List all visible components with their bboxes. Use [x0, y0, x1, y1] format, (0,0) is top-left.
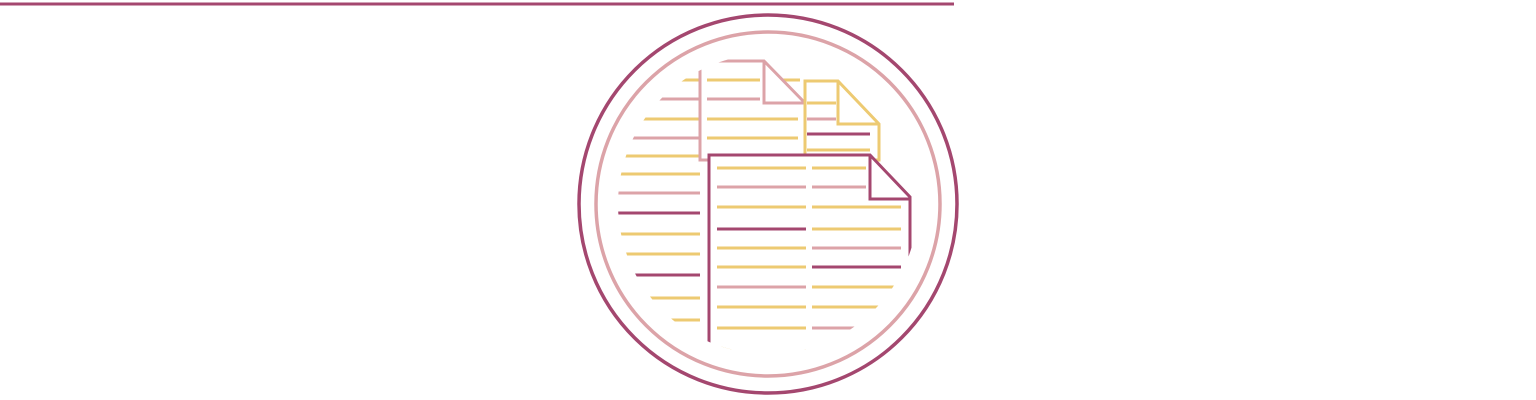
document-front [707, 153, 912, 354]
document-back [698, 59, 807, 162]
document-icon [618, 59, 912, 354]
outer-ring [577, 13, 959, 395]
inner-ring [594, 30, 942, 378]
document-middle [803, 79, 881, 162]
